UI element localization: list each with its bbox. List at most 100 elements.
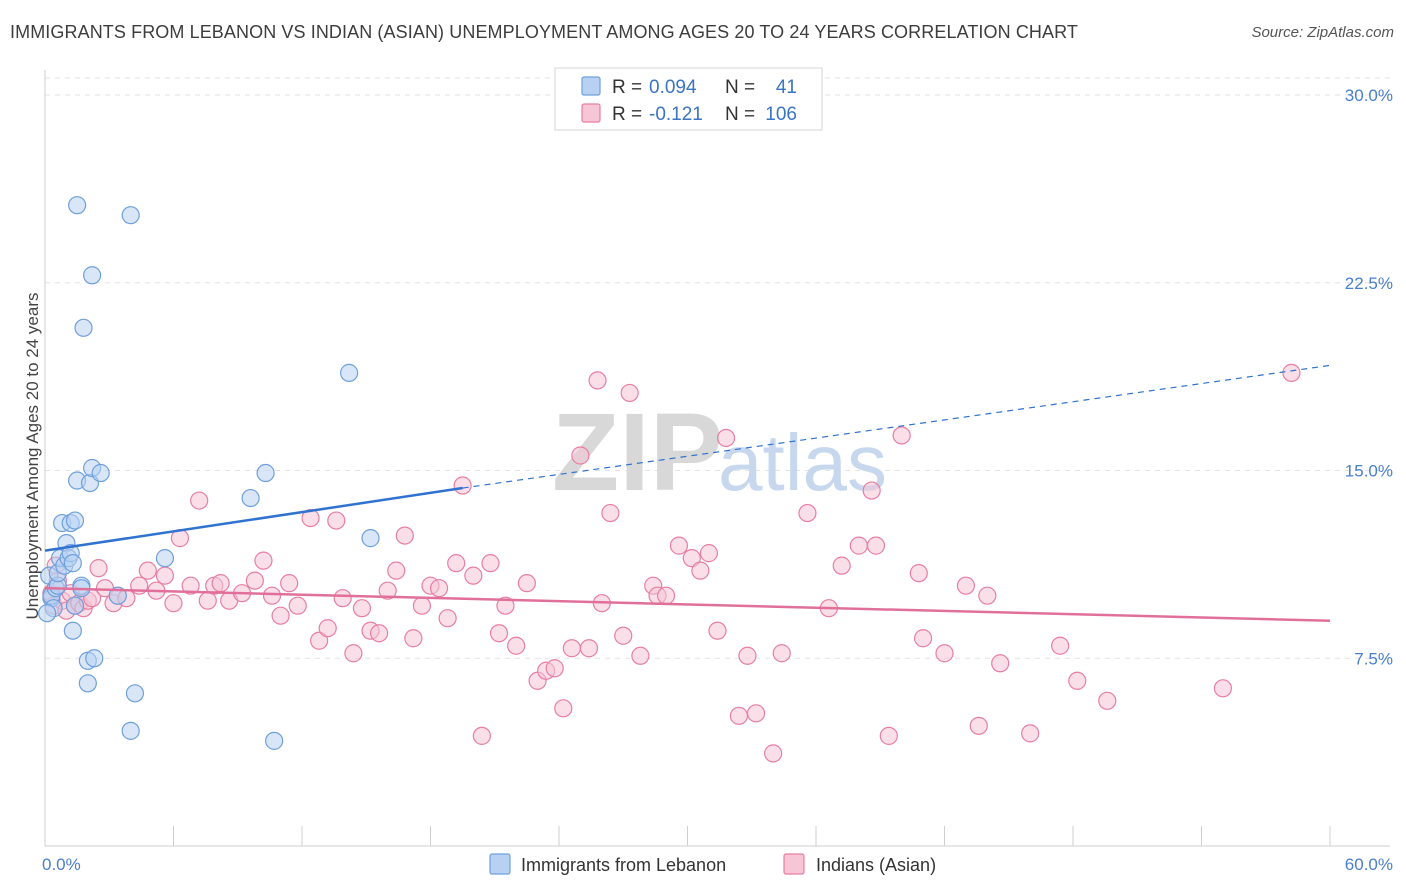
lebanon-data-point [74, 318, 93, 337]
indians-data-point [464, 566, 483, 585]
lebanon-data-point [78, 674, 97, 693]
legend-swatch-indians [581, 103, 601, 123]
indians-data-point [370, 624, 389, 643]
indians-data-point [746, 704, 766, 723]
indians-data-point [211, 574, 230, 593]
trend-layer [44, 364, 1331, 622]
axis-layer: 0.0% 60.0% [42, 70, 1393, 874]
lebanon-data-point [65, 511, 85, 530]
lebanon-data-point [125, 684, 145, 703]
y-tick-label: 7.5% [1354, 649, 1393, 668]
indians-data-point [991, 654, 1010, 673]
indians-data-point [1213, 679, 1233, 698]
indians-data-point [601, 503, 620, 523]
lebanon-data-point [340, 363, 359, 382]
indians-data-point [588, 371, 607, 390]
lebanon-data-point [68, 196, 87, 215]
chart-title: IMMIGRANTS FROM LEBANON VS INDIAN (ASIAN… [10, 22, 1079, 42]
lebanon-data-point [121, 206, 140, 225]
legend-r-label-indians: R = [612, 104, 642, 125]
points-layer [38, 196, 1301, 763]
indians-data-point [333, 589, 352, 608]
lebanon-data-point [155, 549, 175, 568]
lebanon-trend-extension [462, 364, 1331, 489]
indians-data-point [699, 544, 719, 563]
legend-n-label-indians: N = [725, 104, 755, 125]
indians-data-point [507, 636, 526, 655]
indians-data-point [429, 579, 449, 598]
indians-data-point [978, 586, 997, 605]
indians-data-point [89, 559, 108, 578]
lebanon-data-point [265, 731, 284, 750]
lebanon-data-point [65, 596, 85, 615]
indians-data-point [164, 594, 183, 613]
indians-data-point [453, 476, 472, 495]
legend-n-value-lebanon: 41 [776, 77, 797, 98]
indians-data-point [935, 644, 954, 663]
lebanon-data-point [38, 604, 57, 623]
indians-data-point [472, 726, 491, 745]
indians-data-point [913, 629, 933, 648]
watermark-atlas: atlas [718, 418, 887, 507]
y-axis-label: Unemployment Among Ages 20 to 24 years [23, 293, 42, 620]
indians-data-point [691, 561, 710, 580]
indians-data-point [849, 536, 868, 555]
indians-data-point [631, 646, 650, 665]
lebanon-data-point [256, 463, 275, 483]
indians-data-point [866, 536, 886, 555]
indians-data-point [245, 571, 264, 590]
lebanon-data-point [83, 266, 102, 285]
indians-data-point [412, 596, 432, 615]
bottom-legend-swatch-indians [783, 853, 805, 875]
indians-data-point [716, 428, 736, 448]
indians-data-point [155, 566, 175, 585]
indians-data-point [318, 619, 337, 638]
indians-data-point [1068, 671, 1087, 690]
indians-data-point [562, 639, 581, 658]
indians-data-point [1282, 363, 1301, 382]
legend-n-label-lebanon: N = [725, 77, 755, 98]
indians-data-point [271, 606, 290, 625]
indians-data-point [344, 644, 363, 663]
indians-data-point [310, 631, 329, 650]
indians-data-point [1098, 691, 1117, 710]
indians-data-point [669, 536, 689, 555]
lebanon-data-point [63, 554, 82, 573]
indians-data-point [352, 599, 372, 618]
indians-data-point [280, 574, 299, 593]
indians-data-point [517, 574, 536, 593]
indians-data-point [798, 503, 817, 523]
legend-r-value-indians: -0.121 [649, 104, 703, 125]
indians-data-point [254, 551, 273, 570]
indians-data-point [404, 629, 423, 648]
indians-trend-line [44, 586, 1331, 622]
indians-data-point [138, 561, 157, 580]
indians-data-point [554, 699, 573, 718]
lebanon-data-point [63, 621, 82, 640]
indians-data-point [395, 526, 414, 545]
indians-data-point [738, 646, 757, 665]
indians-data-point [181, 576, 200, 595]
indians-data-point [262, 586, 282, 605]
indians-data-point [862, 481, 881, 500]
indians-data-point [387, 561, 406, 580]
indians-data-point [447, 554, 466, 573]
indians-data-point [327, 511, 346, 530]
indians-data-point [481, 554, 500, 573]
indians-data-point [832, 556, 851, 575]
indians-data-point [892, 426, 911, 445]
indians-data-point [496, 596, 515, 615]
legend: R = 0.094 N = 41 R = -0.121 N = 106 [554, 67, 823, 131]
indians-data-point [764, 744, 783, 763]
indians-data-point [614, 626, 633, 645]
legend-n-value-indians: 106 [765, 104, 797, 125]
watermark: ZIP atlas [552, 391, 887, 514]
legend-r-label-lebanon: R = [612, 77, 642, 98]
bottom-legend-label-lebanon: Immigrants from Lebanon [521, 855, 726, 875]
indians-data-point [190, 491, 209, 510]
lebanon-data-point [85, 649, 104, 668]
lebanon-data-point [361, 529, 380, 548]
x-tick-label: 0.0% [42, 855, 81, 874]
indians-data-point [378, 581, 397, 600]
